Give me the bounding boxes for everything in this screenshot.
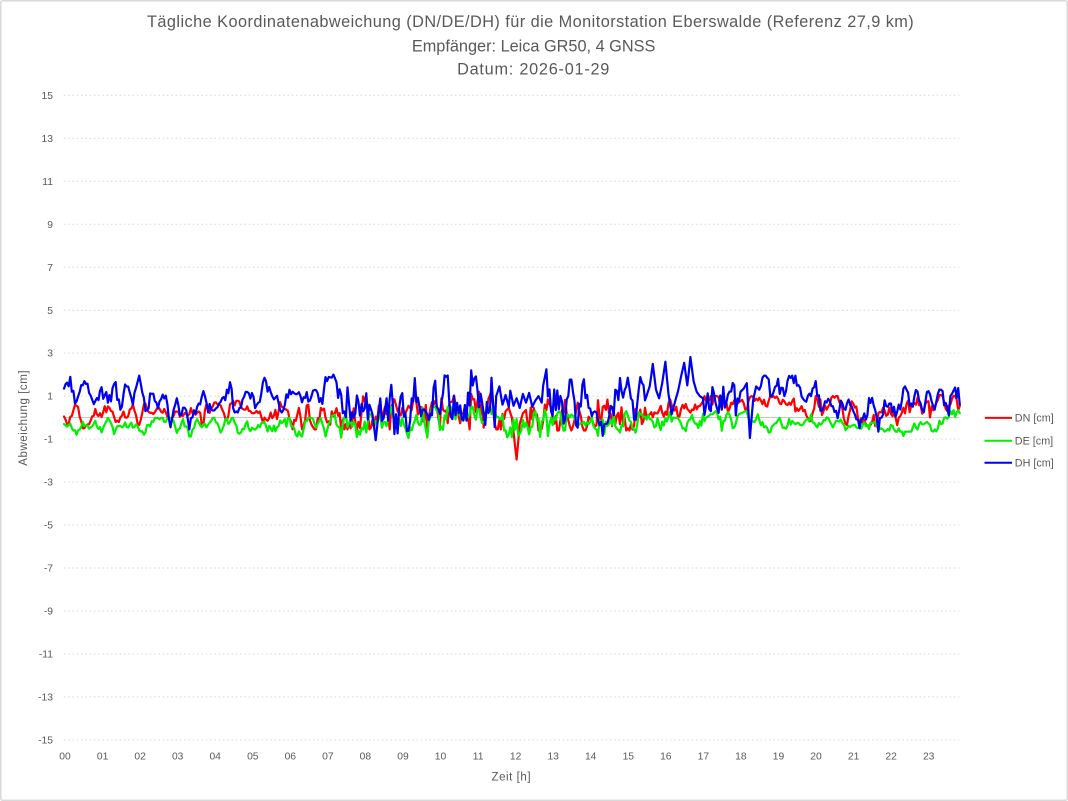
svg-text:11: 11 [42, 177, 53, 188]
svg-text:DE [cm]: DE [cm] [1015, 436, 1053, 448]
svg-text:-1: -1 [44, 435, 53, 446]
svg-text:Tägliche Koordinatenabweichung: Tägliche Koordinatenabweichung (DN/DE/DH… [147, 13, 914, 31]
svg-text:DN [cm]: DN [cm] [1015, 413, 1054, 425]
svg-text:03: 03 [172, 752, 184, 763]
svg-text:09: 09 [397, 752, 409, 763]
svg-text:21: 21 [848, 752, 860, 763]
svg-text:01: 01 [97, 752, 109, 763]
svg-text:19: 19 [773, 752, 785, 763]
svg-text:04: 04 [209, 752, 221, 763]
svg-text:07: 07 [322, 752, 334, 763]
svg-text:DH [cm]: DH [cm] [1015, 458, 1054, 470]
svg-text:13: 13 [42, 134, 54, 145]
svg-text:-15: -15 [38, 736, 53, 747]
svg-text:12: 12 [510, 752, 522, 763]
svg-text:-3: -3 [44, 478, 53, 489]
svg-text:-11: -11 [39, 650, 53, 661]
svg-text:-9: -9 [44, 607, 53, 618]
svg-text:23: 23 [923, 752, 935, 763]
svg-text:15: 15 [623, 752, 635, 763]
svg-text:3: 3 [47, 349, 53, 360]
svg-text:18: 18 [735, 752, 747, 763]
svg-text:-7: -7 [44, 564, 53, 575]
svg-text:9: 9 [47, 220, 53, 231]
svg-text:05: 05 [247, 752, 259, 763]
svg-text:02: 02 [134, 752, 146, 763]
svg-text:1: 1 [47, 392, 53, 403]
svg-text:17: 17 [698, 752, 710, 763]
svg-text:15: 15 [42, 91, 54, 102]
svg-text:10: 10 [435, 752, 447, 763]
svg-text:06: 06 [285, 752, 297, 763]
svg-text:20: 20 [810, 752, 822, 763]
svg-text:-13: -13 [38, 693, 53, 704]
svg-text:Datum: 2026-01-29: Datum: 2026-01-29 [457, 61, 610, 79]
svg-text:14: 14 [585, 752, 597, 763]
svg-text:00: 00 [59, 752, 71, 763]
svg-text:-5: -5 [44, 521, 53, 532]
svg-text:Empfänger: Leica GR50, 4 GNSS: Empfänger: Leica GR50, 4 GNSS [412, 38, 656, 56]
svg-text:11: 11 [473, 752, 484, 763]
svg-text:13: 13 [547, 752, 559, 763]
svg-text:Abweichung [cm]: Abweichung [cm] [18, 370, 30, 466]
svg-text:Zeit [h]: Zeit [h] [492, 772, 532, 784]
svg-text:16: 16 [660, 752, 672, 763]
svg-text:7: 7 [47, 263, 53, 274]
svg-text:22: 22 [885, 752, 897, 763]
svg-text:08: 08 [360, 752, 372, 763]
svg-text:5: 5 [47, 306, 53, 317]
